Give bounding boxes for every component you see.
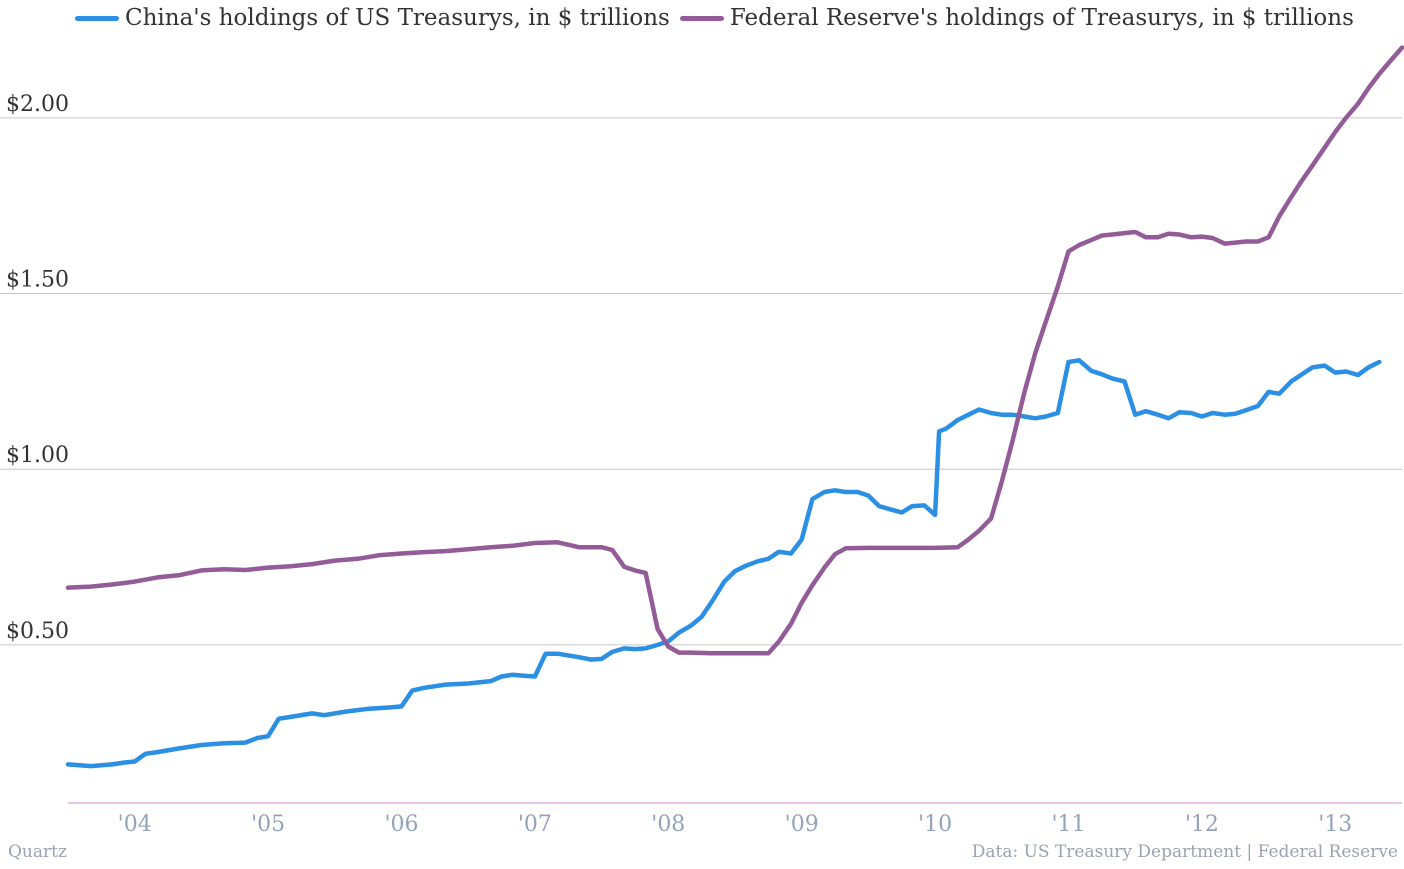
x-tick-label: '04 [118, 812, 152, 837]
x-tick-label: '12 [1185, 812, 1219, 837]
data-source: Data: US Treasury Department | Federal R… [971, 842, 1398, 862]
legend-swatch-china [75, 15, 119, 21]
x-tick-label: '05 [251, 812, 285, 837]
legend-label-fed: Federal Reserve's holdings of Treasurys,… [729, 5, 1354, 31]
legend: China's holdings of US Treasurys, in $ t… [75, 5, 1364, 31]
y-tick-label: $1.00 [6, 443, 69, 468]
y-tick-label: $1.50 [6, 268, 69, 293]
x-axis: '04 '05 '06 '07 '08 '09 '10 '11 '12 '13 [118, 812, 1353, 837]
legend-swatch-fed [679, 15, 724, 21]
x-tick-label: '13 [1318, 812, 1352, 837]
series-line-china [65, 358, 1382, 769]
x-tick-label: '06 [384, 812, 418, 837]
series-lines [65, 45, 1404, 769]
x-tick-label: '08 [651, 812, 685, 837]
y-tick-label: $2.00 [6, 92, 69, 117]
source-credit: Quartz [8, 842, 67, 862]
legend-item-china: China's holdings of US Treasurys, in $ t… [75, 5, 670, 31]
x-tick-label: '09 [785, 812, 819, 837]
x-tick-label: '11 [1051, 812, 1085, 837]
legend-item-fed: Federal Reserve's holdings of Treasurys,… [679, 5, 1354, 31]
y-axis: $0.50 $1.00 $1.50 $2.00 [6, 92, 69, 644]
series-line-fed [65, 45, 1404, 656]
legend-label-china: China's holdings of US Treasurys, in $ t… [125, 5, 670, 31]
grid-lines [0, 117, 1402, 804]
y-tick-label: $0.50 [6, 619, 69, 644]
x-tick-label: '07 [518, 812, 552, 837]
x-tick-label: '10 [918, 812, 952, 837]
